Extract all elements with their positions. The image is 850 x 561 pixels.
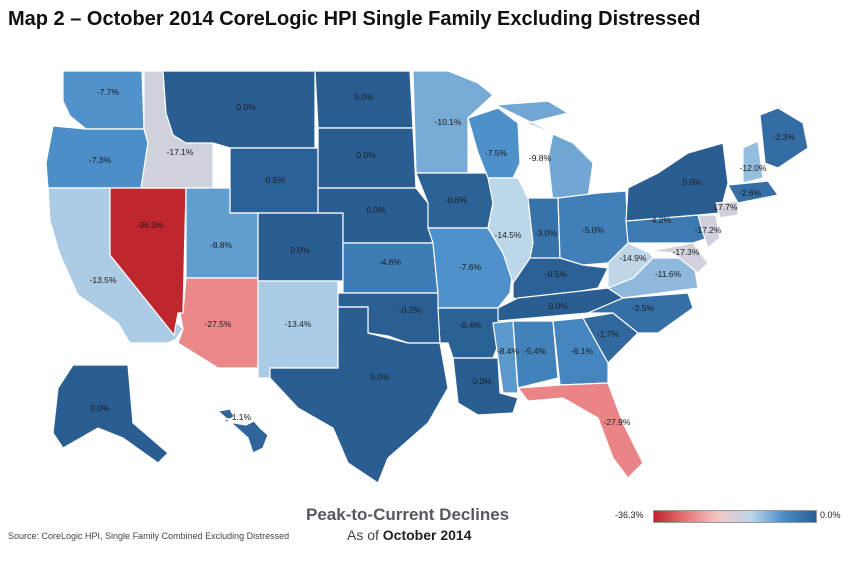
state-label-or: -7.3% <box>89 155 112 165</box>
state-nc <box>587 292 694 334</box>
state-label-ks: -4.6% <box>379 257 402 267</box>
state-tx <box>269 306 449 484</box>
state-label-il: -14.5% <box>495 230 522 240</box>
us-choropleth-map: -7.7% -7.3% -13.5% -36.3% -17.1% 0.0% -0.5% -8.… <box>45 70 809 484</box>
state-ma <box>727 180 780 204</box>
state-wi <box>467 107 521 179</box>
state-label-ca: -13.5% <box>90 275 117 285</box>
state-ct <box>715 200 739 219</box>
state-label-nh: -12.0% <box>740 163 767 173</box>
page-title: Map 2 – October 2014 CoreLogic HPI Singl… <box>8 8 701 30</box>
state-nm <box>257 280 339 379</box>
state-nj <box>697 214 721 250</box>
state-label-wa: -7.7% <box>97 87 120 97</box>
legend-min-label: -36.3% <box>615 510 644 520</box>
state-label-ut: -8.8% <box>210 240 233 250</box>
legend-max-label: 0.0% <box>820 510 841 520</box>
state-label-sd: 0.0% <box>356 150 376 160</box>
state-label-md: -17.3% <box>673 247 700 257</box>
state-label-me: -2.3% <box>773 132 796 142</box>
state-label-ok: -0.2% <box>399 305 422 315</box>
state-label-mt: 0.0% <box>236 102 256 112</box>
state-label-co: 0.0% <box>290 245 310 255</box>
state-me <box>759 107 809 169</box>
state-label-al: -5.4% <box>524 346 547 356</box>
as-of-date: October 2014 <box>382 527 472 543</box>
state-label-ma: -2.6% <box>739 188 762 198</box>
legend-color-bar <box>653 510 817 523</box>
state-label-pa: -4.2% <box>649 215 672 225</box>
state-ny <box>625 142 729 222</box>
state-label-nj: -17.2% <box>695 225 722 235</box>
map-subtitle: Peak-to-Current Declines <box>306 505 510 524</box>
as-of-line: As of October 2014 <box>347 527 472 543</box>
state-label-va: -11.6% <box>655 269 682 279</box>
state-label-mi: -9.8% <box>529 153 552 163</box>
state-ks <box>342 242 439 294</box>
state-label-ct: -17.7% <box>711 202 738 212</box>
state-ak <box>52 364 169 464</box>
state-label-ar: -0.4% <box>459 320 482 330</box>
state-label-wi: -7.5% <box>485 148 508 158</box>
state-ga <box>552 317 609 386</box>
state-label-ak: 0.0% <box>90 403 110 413</box>
state-ms <box>492 320 519 394</box>
state-label-nd: 0.0% <box>354 92 374 102</box>
state-label-fl: -27.9% <box>604 417 631 427</box>
state-mt <box>162 70 316 149</box>
state-label-ga: -6.1% <box>571 346 594 356</box>
state-label-nc: -2.5% <box>632 303 655 313</box>
source-note: Source: CoreLogic HPI, Single Family Com… <box>8 531 290 541</box>
state-md <box>649 242 709 274</box>
state-hi <box>216 408 269 454</box>
state-label-la: 0.0% <box>472 376 492 386</box>
state-label-nv: -36.3% <box>137 220 164 230</box>
state-label-hi: -1.1% <box>229 412 252 422</box>
state-label-ms: -8.4% <box>497 346 520 356</box>
state-wa <box>62 70 145 130</box>
state-nh <box>742 140 764 184</box>
state-fl <box>516 382 644 479</box>
state-label-tx: 0.0% <box>370 372 390 382</box>
state-label-tn: 0.0% <box>548 301 568 311</box>
state-label-ky: -0.5% <box>545 269 568 279</box>
state-label-in: -3.0% <box>535 228 558 238</box>
state-label-id: -17.1% <box>167 147 194 157</box>
state-ar <box>437 307 504 359</box>
state-label-wy: -0.5% <box>263 175 286 185</box>
map-panel: -7.7% -7.3% -13.5% -36.3% -17.1% 0.0% -0.5% -8.… <box>8 43 844 555</box>
state-al <box>512 320 559 389</box>
state-label-nm: -13.4% <box>285 319 312 329</box>
state-label-mo: -7.6% <box>459 262 482 272</box>
state-label-sc: -1.7% <box>597 329 620 339</box>
state-label-mn: -10.1% <box>435 117 462 127</box>
state-label-ia: -0.6% <box>445 195 468 205</box>
state-label-ny: 0.0% <box>682 177 702 187</box>
state-label-wv: -14.9% <box>620 253 647 263</box>
state-mi <box>493 100 594 204</box>
as-of-prefix: As of <box>347 527 379 543</box>
state-label-az: -27.5% <box>205 319 232 329</box>
state-label-oh: -5.0% <box>582 225 605 235</box>
state-label-ne: 0.0% <box>366 205 386 215</box>
